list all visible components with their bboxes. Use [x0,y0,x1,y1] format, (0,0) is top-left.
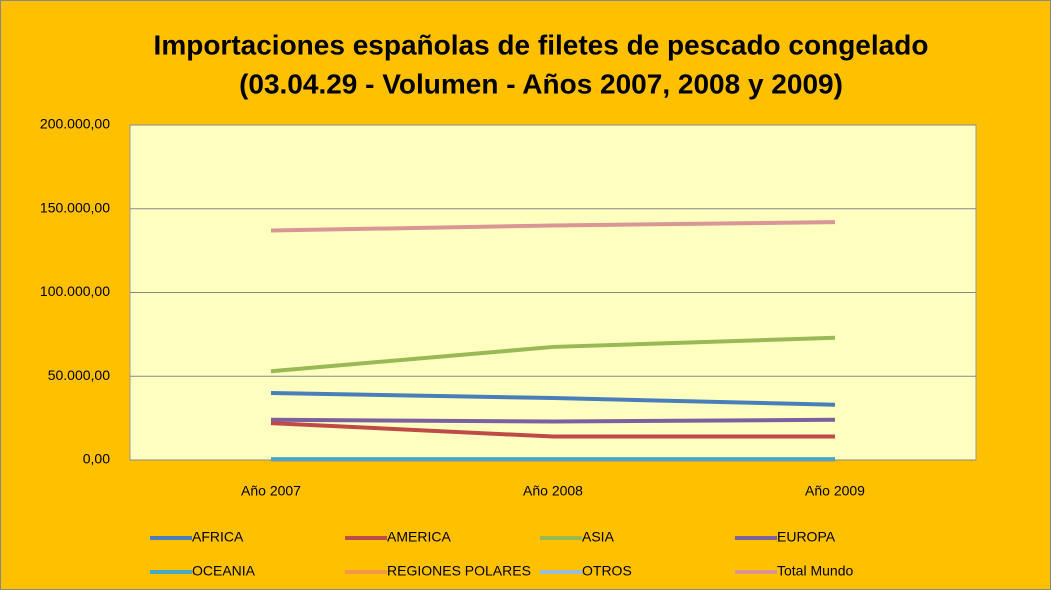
legend-label: AFRICA [192,529,244,545]
y-tick-label: 200.000,00 [40,116,110,132]
legend-label: Total Mundo [777,563,853,579]
series-line [270,220,836,233]
legend-label: OTROS [582,563,632,579]
series-line [270,391,836,407]
legend-label: OCEANIA [192,563,256,579]
legend-label: EUROPA [777,529,836,545]
series-line [270,417,836,424]
chart-title: Importaciones españolas de filetes de pe… [154,29,929,60]
legend-label: AMERICA [387,529,451,545]
x-tick-label: Año 2007 [241,483,301,499]
chart-subtitle: (03.04.29 - Volumen - Años 2007, 2008 y … [239,68,843,99]
legend-label: REGIONES POLARES [387,563,531,579]
x-tick-label: Año 2009 [805,483,865,499]
x-tick-label: Año 2008 [523,483,583,499]
y-tick-label: 50.000,00 [48,367,110,383]
y-tick-label: 150.000,00 [40,199,110,215]
legend-label: ASIA [582,529,615,545]
series-line [270,335,836,374]
y-tick-label: 100.000,00 [40,283,110,299]
y-tick-label: 0,00 [83,451,110,467]
series-line [270,421,835,439]
